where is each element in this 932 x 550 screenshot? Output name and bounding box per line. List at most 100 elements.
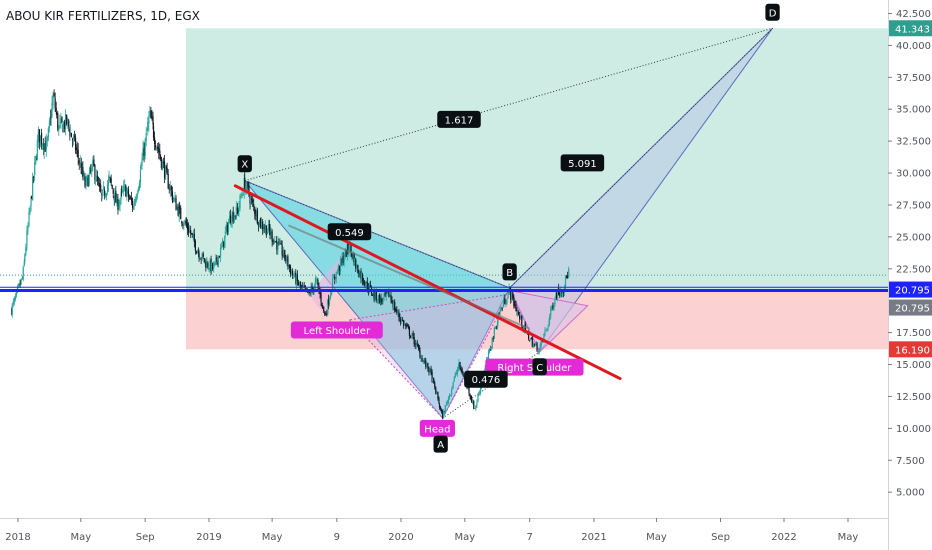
- candle-body: [183, 224, 185, 226]
- candle-body: [276, 242, 278, 250]
- label-head-bg: [419, 419, 455, 437]
- candle-body: [195, 251, 198, 253]
- label-point-x[interactable]: X: [237, 155, 252, 173]
- label-ratio-1[interactable]: 0.476: [464, 370, 508, 388]
- candle-body: [325, 314, 327, 316]
- candle-body: [152, 125, 155, 138]
- candle-body: [121, 190, 123, 192]
- candle-body: [549, 315, 551, 321]
- hs-head-shape: [348, 293, 511, 419]
- candle-body: [79, 162, 81, 163]
- candle-body: [123, 185, 125, 192]
- label-point-a[interactable]: A: [433, 435, 448, 453]
- candle-body: [377, 295, 379, 301]
- candle-body: [76, 147, 78, 150]
- candle-body: [383, 293, 385, 296]
- candle-body: [423, 360, 425, 362]
- candle-body: [469, 394, 471, 397]
- candle-body: [190, 230, 192, 234]
- time-axis[interactable]: [0, 518, 888, 550]
- y-tick-label: 5.000: [896, 488, 925, 499]
- label-head[interactable]: Head: [419, 419, 455, 437]
- candle-body: [400, 319, 403, 322]
- candle-body: [189, 230, 191, 233]
- neckline-trendline[interactable]: [233, 184, 622, 381]
- x-tick-label: 9: [334, 532, 340, 543]
- candle-body: [545, 329, 547, 331]
- price-axis[interactable]: [888, 0, 932, 550]
- candle-body: [564, 276, 567, 289]
- label-point-d[interactable]: D: [765, 3, 780, 21]
- label-left-shoulder[interactable]: Left Shoulder: [290, 321, 383, 339]
- candle-body: [342, 256, 344, 264]
- candle-body: [344, 249, 346, 257]
- candle-body: [252, 199, 254, 203]
- candle-body: [230, 223, 232, 225]
- candle-body: [430, 368, 432, 373]
- candle-body: [296, 274, 298, 282]
- label-point-b-bg: [502, 263, 517, 281]
- candle-body: [559, 293, 561, 296]
- price-tag: 20.795: [889, 299, 932, 316]
- candle-body: [245, 186, 247, 191]
- candle-body: [438, 398, 440, 404]
- candle-body: [177, 206, 179, 216]
- label-point-b[interactable]: B: [502, 263, 517, 281]
- candle-body: [360, 273, 363, 278]
- candle-body: [128, 197, 131, 199]
- candle-body: [115, 191, 117, 203]
- candle-body: [421, 358, 423, 362]
- candle-body: [416, 343, 418, 345]
- candle-body: [18, 283, 20, 287]
- label-ratio-3-bg: [560, 154, 605, 172]
- candle-body: [57, 113, 59, 130]
- candle-body: [208, 268, 210, 270]
- candle-body: [412, 332, 414, 336]
- label-point-c[interactable]: C: [532, 358, 547, 376]
- candle-body: [127, 189, 130, 198]
- candle-body: [67, 118, 69, 122]
- candle-body: [477, 395, 479, 402]
- label-ratio-1-bg: [464, 370, 508, 388]
- candle-body: [303, 286, 305, 288]
- candle-body: [159, 154, 161, 160]
- candle-body: [511, 292, 513, 301]
- candle-body: [24, 255, 26, 262]
- candle-body: [38, 129, 41, 143]
- candle-body: [191, 233, 193, 235]
- candle-body: [91, 165, 93, 172]
- candle-body: [433, 377, 435, 383]
- candle-body: [397, 311, 399, 314]
- candle-body: [343, 258, 345, 263]
- candle-body: [359, 271, 361, 278]
- candle-body: [133, 206, 135, 210]
- x-tick-label: 2021: [581, 532, 606, 543]
- y-tick-label: 15.000: [896, 360, 931, 371]
- candle-body: [268, 224, 271, 231]
- candle-body: [460, 368, 462, 370]
- candle-body: [335, 271, 337, 279]
- candle-body: [215, 257, 217, 261]
- candle-body: [39, 135, 42, 141]
- candle-body: [175, 198, 177, 211]
- candle-body: [506, 299, 508, 304]
- candle-body: [74, 137, 77, 151]
- candle-body: [265, 225, 267, 236]
- label-ratio-3[interactable]: 5.091: [560, 154, 605, 172]
- candle-body: [277, 241, 279, 250]
- candle-body: [253, 203, 255, 207]
- candle-body: [417, 344, 420, 349]
- label-ratio-2[interactable]: 1.617: [437, 110, 481, 128]
- candle-body: [235, 206, 237, 219]
- candle-body: [536, 343, 538, 352]
- label-ratio-0[interactable]: 0.549: [327, 223, 372, 241]
- candle-body: [568, 268, 570, 278]
- candle-body: [206, 261, 208, 268]
- label-left-shoulder-bg: [290, 321, 383, 339]
- candle-body: [77, 149, 79, 159]
- candle-body: [326, 313, 328, 315]
- candle-body: [375, 291, 377, 301]
- candle-body: [445, 402, 447, 405]
- candle-body: [384, 292, 386, 296]
